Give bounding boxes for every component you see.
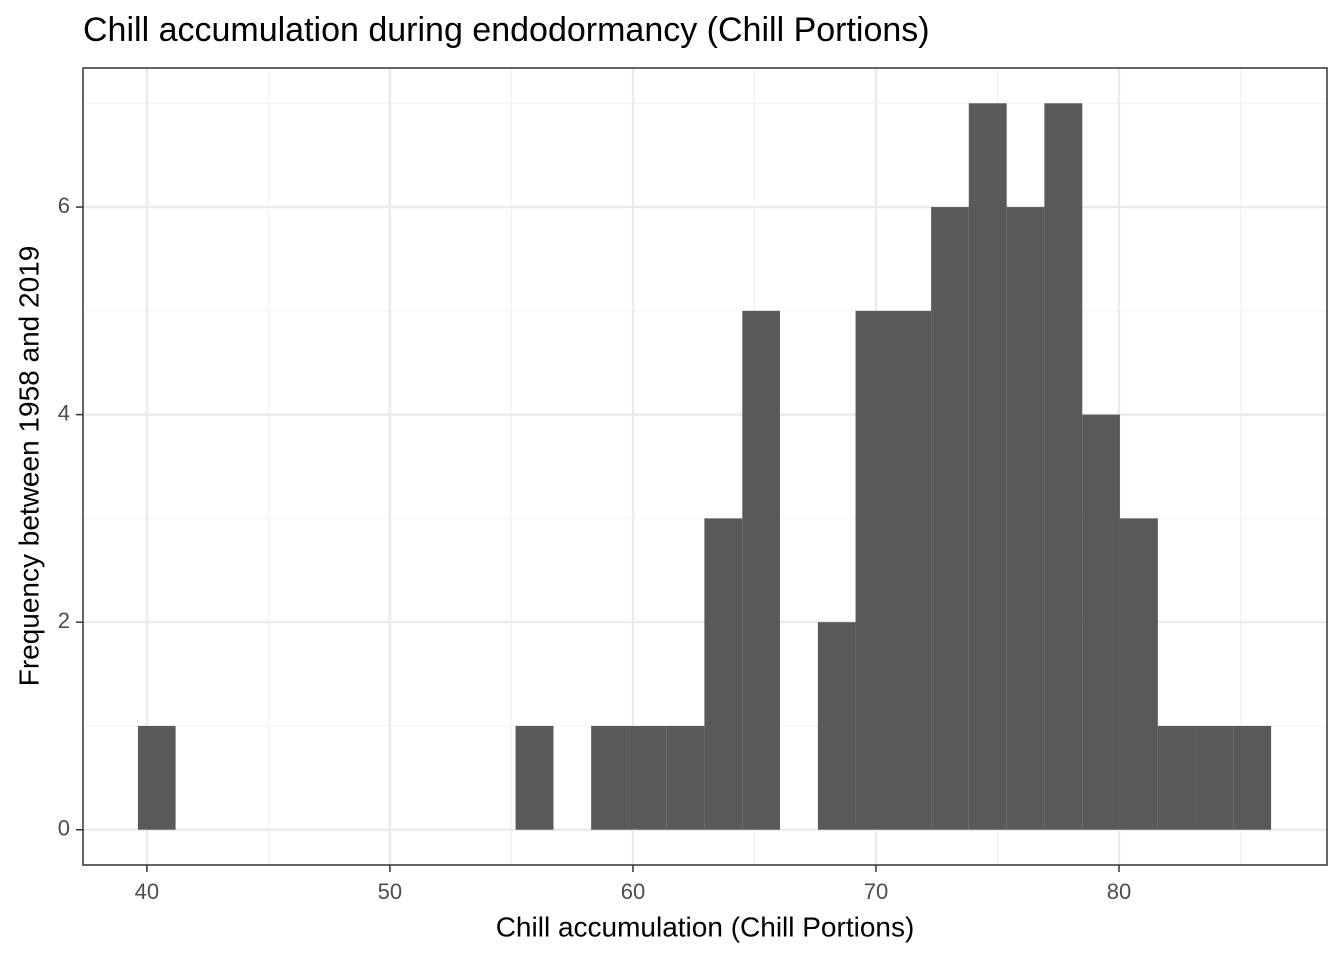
bar <box>1082 414 1120 830</box>
bar <box>704 518 743 830</box>
x-tick-label: 50 <box>378 879 402 904</box>
bar <box>1044 103 1083 830</box>
bar <box>1233 725 1272 830</box>
bar <box>1157 725 1196 830</box>
chart-title: Chill accumulation during endodormancy (… <box>83 11 930 49</box>
y-tick-label: 2 <box>58 608 70 633</box>
bar <box>742 310 780 830</box>
bar <box>968 103 1007 830</box>
y-axis-label: Frequency between 1958 and 2019 <box>13 246 44 687</box>
panel-border <box>82 67 1328 866</box>
y-tick-label: 6 <box>58 193 70 218</box>
x-tick-label: 70 <box>864 879 888 904</box>
bar <box>1006 207 1045 830</box>
bar <box>931 207 969 830</box>
bar <box>515 725 554 830</box>
bar <box>893 310 932 830</box>
bar <box>137 725 176 830</box>
bar <box>817 622 856 830</box>
x-tick-label: 60 <box>621 879 645 904</box>
bar <box>666 725 705 830</box>
bar <box>1195 725 1234 830</box>
y-tick-label: 4 <box>58 400 70 425</box>
x-axis-label: Chill accumulation (Chill Portions) <box>496 911 915 942</box>
x-tick-label: 80 <box>1107 879 1131 904</box>
bar <box>629 725 667 830</box>
bar <box>1119 518 1158 830</box>
x-tick-label: 40 <box>135 879 159 904</box>
bar <box>855 310 894 830</box>
y-tick-label: 0 <box>58 816 70 841</box>
bar <box>591 725 630 830</box>
